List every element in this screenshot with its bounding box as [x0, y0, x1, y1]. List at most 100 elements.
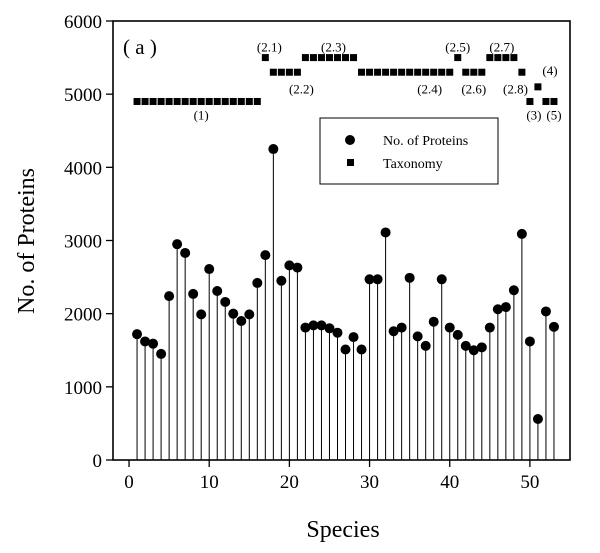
protein-point: [412, 331, 423, 342]
taxonomy-point: [181, 97, 189, 105]
protein-point: [300, 322, 311, 333]
legend-label-taxonomy: Taxonomy: [383, 157, 443, 172]
y-axis: 0 1000 2000 3000 4000 5000 6000: [64, 12, 113, 472]
protein-point: [524, 336, 535, 347]
protein-point: [220, 296, 231, 307]
protein-point: [508, 285, 519, 296]
taxonomy-point: [141, 97, 149, 105]
legend-square-marker: [347, 159, 354, 166]
protein-point: [428, 316, 439, 327]
protein-point: [212, 285, 223, 296]
protein-point: [396, 322, 407, 333]
taxonomy-point: [494, 54, 502, 62]
taxonomy-point: [550, 97, 558, 105]
taxonomy-point: [390, 68, 398, 76]
taxonomy-point: [526, 97, 534, 105]
legend: No. of Proteins Taxonomy: [319, 117, 499, 185]
protein-point: [340, 344, 351, 355]
taxonomy-point: [221, 97, 229, 105]
taxonomy-point: [462, 68, 470, 76]
taxonomy-point: [398, 68, 406, 76]
taxonomy-point: [414, 68, 422, 76]
taxonomy-point: [470, 68, 478, 76]
protein-point: [364, 274, 375, 285]
stem-lines: [136, 149, 555, 460]
protein-point: [148, 338, 159, 349]
taxonomy-label: (2.4): [417, 81, 442, 96]
taxonomy-label: (2.5): [445, 40, 470, 55]
protein-point: [156, 348, 167, 359]
taxonomy-point: [173, 97, 181, 105]
taxonomy-label: (3): [526, 108, 541, 123]
taxonomy-point: [438, 68, 446, 76]
x-axis-title: Species: [306, 517, 379, 543]
taxonomy-label: (4): [542, 63, 557, 78]
taxonomy-point: [253, 97, 261, 105]
legend-box: [319, 117, 499, 185]
taxonomy-point: [293, 68, 301, 76]
y-tick-label: 0: [93, 451, 103, 472]
x-tick-label: 50: [520, 472, 539, 493]
taxonomy-point: [197, 97, 205, 105]
taxonomy-point: [205, 97, 213, 105]
legend-label-proteins: No. of Proteins: [383, 134, 468, 149]
taxonomy-point: [189, 97, 197, 105]
taxonomy-point: [149, 97, 157, 105]
taxonomy-point: [342, 54, 350, 62]
protein-point: [500, 302, 511, 313]
taxonomy-points: [133, 54, 558, 105]
x-tick-label: 30: [360, 472, 379, 493]
protein-point: [548, 321, 559, 332]
protein-point: [372, 274, 383, 285]
protein-point: [164, 291, 175, 302]
taxonomy-point: [542, 97, 550, 105]
taxonomy-point: [454, 54, 462, 62]
protein-point: [444, 322, 455, 333]
protein-point: [188, 288, 199, 299]
protein-point: [308, 320, 319, 331]
taxonomy-point: [366, 68, 374, 76]
taxonomy-point: [333, 54, 341, 62]
legend-circle-marker: [345, 135, 355, 145]
protein-point: [284, 260, 295, 271]
protein-point: [476, 342, 487, 353]
protein-point: [388, 326, 399, 337]
protein-point: [132, 329, 143, 340]
protein-point: [316, 320, 327, 331]
taxonomy-label: (5): [546, 108, 561, 123]
protein-point: [228, 308, 239, 319]
protein-point: [332, 327, 343, 338]
taxonomy-label: (2.1): [257, 40, 282, 55]
protein-points: [132, 144, 559, 425]
taxonomy-point: [317, 54, 325, 62]
protein-point: [204, 264, 215, 275]
taxonomy-point: [213, 97, 221, 105]
taxonomy-point: [502, 54, 510, 62]
taxonomy-point: [309, 54, 317, 62]
protein-point: [380, 227, 391, 238]
taxonomy-label: (2.2): [289, 81, 314, 96]
protein-point: [324, 323, 335, 334]
protein-point: [276, 275, 287, 286]
protein-point: [348, 332, 359, 343]
taxonomy-point: [430, 68, 438, 76]
protein-point: [356, 344, 367, 355]
y-axis-title: No. of Proteins: [14, 168, 40, 314]
taxonomy-point: [374, 68, 382, 76]
panel-label: ( a ): [123, 35, 157, 59]
protein-point: [292, 262, 303, 273]
y-tick-label: 2000: [64, 305, 102, 326]
taxonomy-point: [269, 68, 277, 76]
protein-point: [436, 274, 447, 285]
taxonomy-point: [237, 97, 245, 105]
taxonomy-point: [382, 68, 390, 76]
taxonomy-point: [422, 68, 430, 76]
x-tick-label: 0: [124, 472, 134, 493]
protein-point: [484, 322, 495, 333]
protein-point: [452, 329, 463, 340]
taxonomy-point: [478, 68, 486, 76]
y-tick-label: 6000: [64, 12, 102, 33]
x-tick-label: 20: [280, 472, 299, 493]
taxonomy-point: [261, 54, 269, 62]
